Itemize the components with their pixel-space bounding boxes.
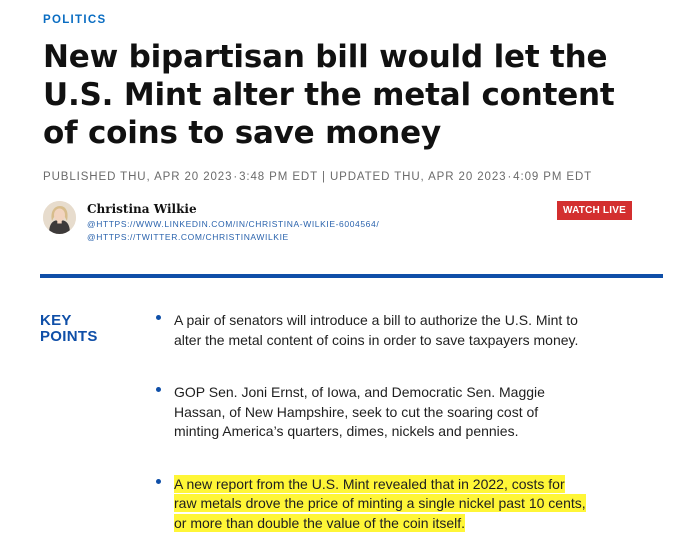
- timestamps: PUBLISHED THU, APR 20 2023·3:48 PM EDT | U…: [43, 171, 592, 183]
- key-point-item: A pair of senators will introduce a bill…: [156, 311, 586, 350]
- article-headline: New bipartisan bill would let the U.S. M…: [43, 39, 615, 151]
- key-point-text: A pair of senators will introduce a bill…: [174, 312, 579, 348]
- published-dot: ·: [233, 171, 239, 183]
- key-point-item: GOP Sen. Joni Ernst, of Iowa, and Democr…: [156, 383, 586, 442]
- author-twitter-link[interactable]: @HTTPS://TWITTER.COM/CHRISTINAWILKIE: [87, 232, 289, 242]
- bullet-icon: [156, 387, 161, 392]
- updated-label: UPDATED THU, APR 20 2023: [329, 171, 507, 183]
- author-name[interactable]: Christina Wilkie: [87, 202, 197, 216]
- bullet-icon: [156, 315, 161, 320]
- key-points-list: A pair of senators will introduce a bill…: [156, 311, 586, 533]
- updated-time: 4:09 PM EDT: [513, 171, 593, 183]
- author-avatar[interactable]: [43, 201, 76, 234]
- key-point-item: A new report from the U.S. Mint revealed…: [156, 474, 586, 534]
- author-linkedin-link[interactable]: @HTTPS://WWW.LINKEDIN.COM/IN/CHRISTINA-W…: [87, 219, 380, 229]
- author-photo-icon: [43, 201, 76, 234]
- timestamp-separator: |: [322, 171, 326, 183]
- section-link-politics[interactable]: POLITICS: [43, 14, 107, 26]
- published-label: PUBLISHED THU, APR 20 2023: [43, 171, 233, 183]
- updated-dot: ·: [507, 171, 513, 183]
- key-point-text-highlighted: A new report from the U.S. Mint revealed…: [174, 474, 586, 532]
- section-divider: [40, 274, 663, 278]
- key-point-text: GOP Sen. Joni Ernst, of Iowa, and Democr…: [174, 384, 545, 439]
- watch-live-button[interactable]: WATCH LIVE: [557, 201, 632, 220]
- bullet-icon: [156, 478, 161, 484]
- published-time: 3:48 PM EDT: [239, 171, 319, 183]
- key-points-heading: KEY POINTS: [40, 312, 98, 345]
